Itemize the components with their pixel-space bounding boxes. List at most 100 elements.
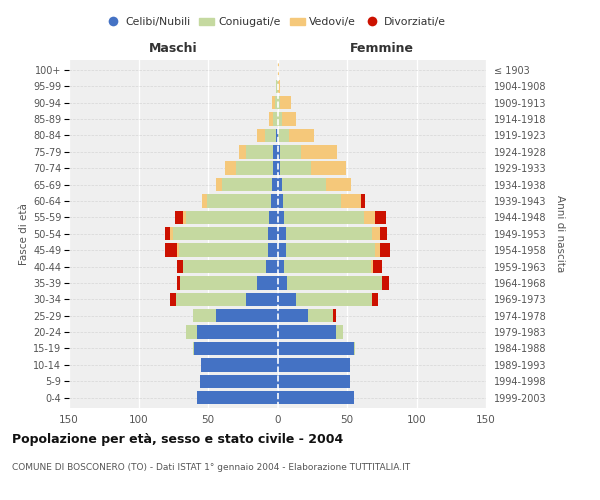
Bar <box>277 292 296 306</box>
Bar <box>277 63 279 76</box>
Bar <box>311 162 346 175</box>
Bar <box>326 178 351 192</box>
Bar <box>281 178 326 192</box>
Bar <box>178 244 179 257</box>
Bar <box>274 145 277 158</box>
Bar <box>183 210 186 224</box>
Bar <box>280 96 292 110</box>
Legend: Celibi/Nubili, Coniugati/e, Vedovi/e, Divorziati/e: Celibi/Nubili, Coniugati/e, Vedovi/e, Di… <box>101 13 451 32</box>
Bar <box>222 178 272 192</box>
Text: COMUNE DI BOSCONERO (TO) - Dati ISTAT 1° gennaio 2004 - Elaborazione TUTTITALIA.: COMUNE DI BOSCONERO (TO) - Dati ISTAT 1°… <box>12 462 410 471</box>
Bar <box>277 276 287 289</box>
Bar <box>178 276 180 289</box>
Bar <box>197 391 277 404</box>
Bar <box>277 210 284 224</box>
Bar <box>333 309 336 322</box>
Bar <box>202 194 206 207</box>
Bar <box>274 112 277 126</box>
Bar <box>186 326 197 339</box>
Bar <box>277 162 280 175</box>
Bar <box>284 210 364 224</box>
Bar <box>280 162 311 175</box>
Text: Popolazione per età, sesso e stato civile - 2004: Popolazione per età, sesso e stato civil… <box>12 432 343 446</box>
Text: Maschi: Maschi <box>149 42 197 55</box>
Bar <box>193 309 217 322</box>
Bar <box>277 326 336 339</box>
Bar <box>269 210 277 224</box>
Bar <box>380 227 388 240</box>
Bar <box>277 112 281 126</box>
Bar <box>277 145 280 158</box>
Bar <box>380 244 390 257</box>
Bar <box>178 260 183 274</box>
Bar <box>272 96 275 110</box>
Bar <box>245 145 274 158</box>
Bar <box>277 227 286 240</box>
Bar <box>257 128 265 142</box>
Bar <box>173 227 268 240</box>
Bar <box>341 194 361 207</box>
Bar <box>277 128 289 142</box>
Bar <box>239 145 245 158</box>
Bar <box>276 128 277 142</box>
Bar <box>308 309 333 322</box>
Bar <box>283 194 341 207</box>
Bar <box>183 260 266 274</box>
Bar <box>277 374 350 388</box>
Y-axis label: Fasce di età: Fasce di età <box>19 203 29 264</box>
Bar <box>268 244 277 257</box>
Bar <box>371 260 373 274</box>
Bar <box>372 227 380 240</box>
Bar <box>375 244 380 257</box>
Bar <box>245 292 277 306</box>
Bar <box>354 342 355 355</box>
Bar <box>274 162 277 175</box>
Bar <box>176 292 245 306</box>
Bar <box>280 145 301 158</box>
Bar <box>277 80 280 93</box>
Text: Femmine: Femmine <box>350 42 414 55</box>
Bar <box>206 194 271 207</box>
Bar <box>375 210 386 224</box>
Bar <box>175 210 183 224</box>
Bar <box>286 227 372 240</box>
Bar <box>336 326 343 339</box>
Bar <box>364 210 375 224</box>
Bar <box>275 96 277 110</box>
Bar <box>382 276 389 289</box>
Bar <box>200 374 277 388</box>
Bar <box>361 194 365 207</box>
Bar <box>284 260 371 274</box>
Bar <box>268 227 277 240</box>
Bar <box>269 112 274 126</box>
Bar <box>277 260 284 274</box>
Bar <box>217 178 222 192</box>
Bar <box>165 227 170 240</box>
Bar <box>277 194 283 207</box>
Bar <box>277 178 281 192</box>
Bar <box>165 244 178 257</box>
Bar <box>186 210 269 224</box>
Bar <box>277 358 350 372</box>
Bar <box>277 244 286 257</box>
Bar <box>277 96 280 110</box>
Bar <box>373 260 382 274</box>
Bar <box>197 326 277 339</box>
Bar <box>170 292 176 306</box>
Bar <box>201 358 277 372</box>
Bar <box>217 309 277 322</box>
Bar <box>272 178 277 192</box>
Bar <box>301 145 337 158</box>
Bar <box>277 391 354 404</box>
Bar <box>194 342 277 355</box>
Bar <box>287 276 382 289</box>
Bar <box>296 292 372 306</box>
Bar <box>193 342 194 355</box>
Bar <box>266 260 277 274</box>
Bar <box>265 128 276 142</box>
Bar <box>281 112 296 126</box>
Bar <box>277 309 308 322</box>
Y-axis label: Anni di nascita: Anni di nascita <box>555 195 565 272</box>
Bar <box>236 162 274 175</box>
Bar <box>289 128 314 142</box>
